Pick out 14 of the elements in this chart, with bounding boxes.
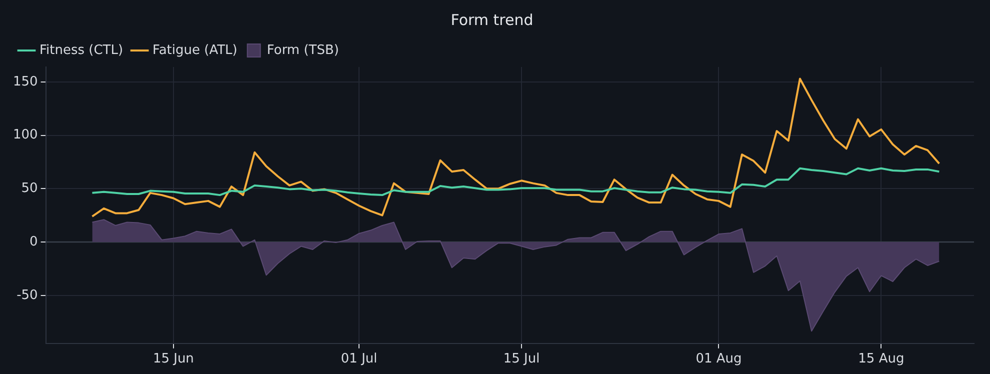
x-tick-label: 01 Aug xyxy=(696,352,742,367)
x-tick-label: 01 Jul xyxy=(340,352,378,367)
y-tick-label: 150 xyxy=(12,74,38,90)
x-tick-label: 15 Jul xyxy=(503,352,540,367)
x-tick-label: 15 Aug xyxy=(858,352,904,367)
legend-label: Fitness (CTL) xyxy=(40,42,124,58)
y-tick-label: 100 xyxy=(12,128,38,143)
y-tick-label: 50 xyxy=(21,181,38,196)
y-tick-label: 0 xyxy=(30,234,38,250)
chart-title: Form trend xyxy=(450,10,534,29)
legend-label: Form (TSB) xyxy=(266,42,339,58)
y-tick-label: -50 xyxy=(16,288,38,303)
x-tick-label: 15 Jun xyxy=(152,352,194,367)
legend-label: Fatigue (ATL) xyxy=(152,42,238,58)
